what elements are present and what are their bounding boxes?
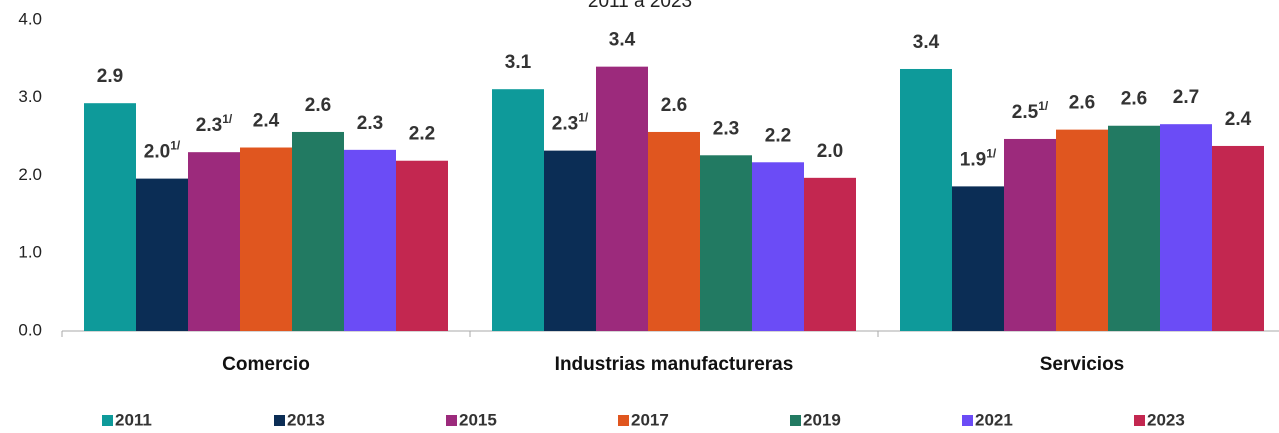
y-tick-label: 0.0 [18, 320, 42, 339]
legend-swatch [618, 415, 629, 426]
data-label: 2.51/ [1012, 99, 1049, 123]
legend-swatch [790, 415, 801, 426]
data-label-value: 3.1 [505, 52, 532, 73]
data-label-value: 2.6 [305, 95, 331, 116]
data-label: 2.3 [713, 118, 739, 139]
bar [492, 89, 544, 331]
data-label-value: 2.3 [357, 113, 383, 134]
data-label: 2.4 [1225, 109, 1252, 130]
legend-label: 2023 [1147, 410, 1185, 429]
y-tick-label: 1.0 [18, 243, 42, 262]
data-label-value: 2.2 [409, 124, 435, 145]
bar [596, 66, 648, 332]
chart-title: 2011 a 2023 [588, 0, 692, 12]
data-label: 2.7 [1173, 87, 1199, 108]
data-label-value: 3.4 [913, 32, 940, 53]
data-label: 3.4 [609, 30, 636, 51]
data-label-value: 1.9 [960, 149, 986, 170]
data-label: 2.6 [305, 95, 331, 116]
data-label: 2.01/ [144, 139, 181, 163]
data-label: 2.2 [765, 125, 791, 146]
bar [84, 103, 136, 331]
x-tick-label: Comercio [222, 354, 310, 375]
legend-label: 2017 [631, 410, 669, 429]
legend-swatch [446, 415, 457, 426]
data-label-value: 2.0 [817, 141, 843, 162]
bar [544, 150, 596, 331]
data-label: 1.91/ [960, 147, 997, 171]
bar [804, 177, 856, 331]
legend-label: 2011 [115, 410, 152, 429]
legend-swatch [102, 415, 113, 426]
data-label: 2.6 [1121, 89, 1147, 110]
legend-label: 2021 [975, 410, 1013, 429]
data-label: 3.1 [505, 52, 532, 73]
data-label-value: 2.4 [253, 111, 280, 132]
legend-label: 2019 [803, 410, 841, 429]
data-label: 2.6 [661, 95, 687, 116]
data-label-value: 3.4 [609, 30, 636, 51]
bar [1108, 125, 1160, 332]
data-label-value: 2.3 [713, 118, 739, 139]
data-label-value: 2.9 [97, 66, 123, 87]
data-label: 3.4 [913, 32, 940, 53]
y-tick-label: 2.0 [18, 165, 42, 184]
data-label: 2.9 [97, 66, 123, 87]
bar [1212, 145, 1264, 331]
legend-swatch [962, 415, 973, 426]
bar [1056, 129, 1108, 331]
legend-swatch [274, 415, 285, 426]
data-label: 2.31/ [552, 111, 589, 135]
data-label: 2.3 [357, 113, 383, 134]
data-label: 2.6 [1069, 93, 1095, 114]
y-tick-label: 3.0 [18, 87, 42, 106]
data-label-footnote: 1/ [1038, 99, 1049, 113]
y-tick-label: 4.0 [18, 9, 42, 28]
legend-label: 2013 [287, 410, 325, 429]
bar [648, 131, 700, 331]
bar [1160, 124, 1212, 331]
legend-swatch [1134, 415, 1145, 426]
data-label-value: 2.6 [1069, 93, 1095, 114]
data-label-value: 2.2 [765, 125, 791, 146]
bar [344, 149, 396, 331]
data-label: 2.2 [409, 124, 435, 145]
data-label-footnote: 1/ [578, 111, 589, 125]
data-label-value: 2.3 [552, 114, 578, 135]
bar [1004, 138, 1056, 331]
data-label-footnote: 1/ [222, 112, 233, 126]
data-label-value: 2.6 [661, 95, 687, 116]
x-tick-label: Industrias manufactureras [555, 354, 794, 375]
bar [292, 131, 344, 331]
data-label-value: 2.5 [1012, 102, 1039, 123]
data-label: 2.4 [253, 111, 280, 132]
bar [752, 162, 804, 331]
bar [240, 147, 292, 331]
data-label-value: 2.3 [196, 115, 222, 136]
data-label-footnote: 1/ [170, 139, 181, 153]
bar [900, 68, 952, 332]
bar [396, 160, 448, 331]
data-label-value: 2.0 [144, 142, 170, 163]
bar [136, 178, 188, 331]
x-tick-label: Servicios [1040, 354, 1125, 375]
bar [188, 152, 240, 331]
data-label-value: 2.6 [1121, 89, 1147, 110]
data-label-value: 2.7 [1173, 87, 1199, 108]
legend-label: 2015 [459, 410, 497, 429]
data-label-value: 2.4 [1225, 109, 1252, 130]
data-label: 2.0 [817, 141, 843, 162]
bar [700, 155, 752, 331]
bar [952, 186, 1004, 331]
data-label: 2.31/ [196, 112, 233, 136]
data-label-footnote: 1/ [986, 147, 997, 161]
